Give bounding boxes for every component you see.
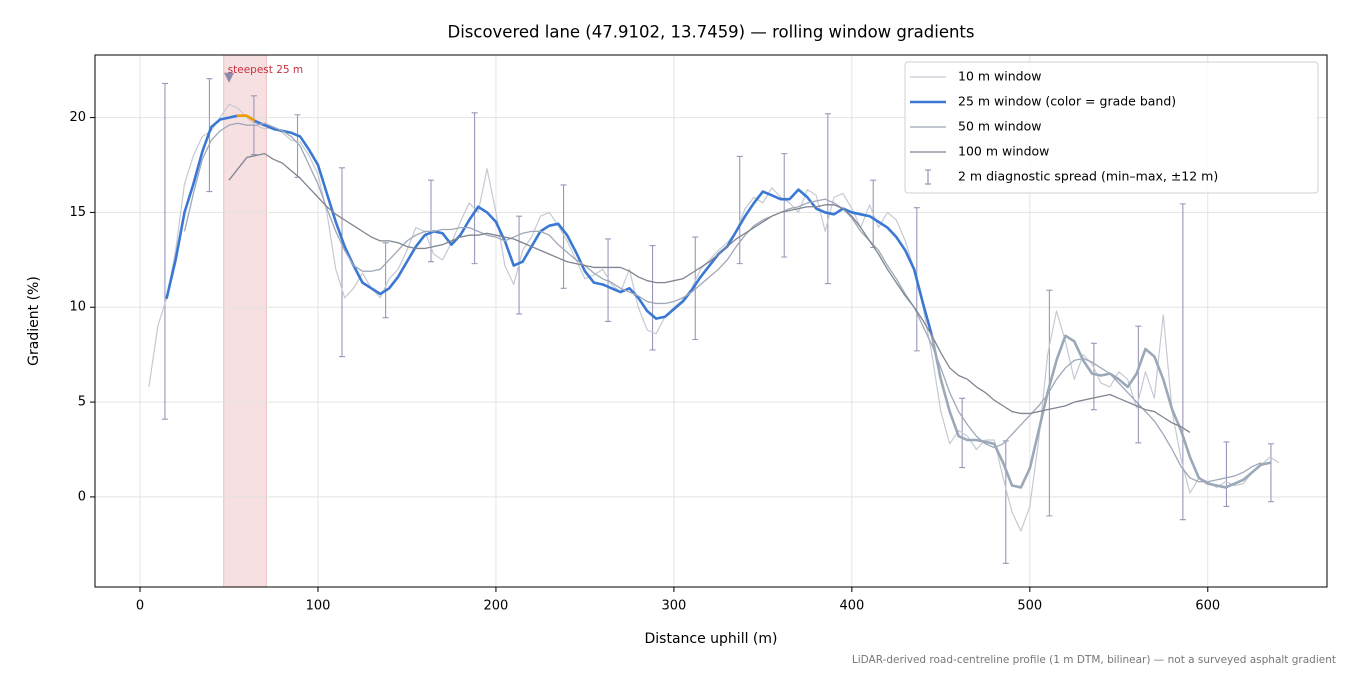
x-tick-label: 600 [1195,599,1220,614]
error-bar [1090,342,1097,411]
line [148,103,1280,532]
y-tick-label: 10 [69,300,86,315]
error-bar [560,184,567,289]
legend-label: 10 m window [958,69,1041,84]
legend-label: 100 m window [958,144,1049,159]
steepest-label: steepest 25 m [228,64,303,76]
error-bar [382,242,389,319]
x-tick-label: 100 [306,599,331,614]
error-bar [1135,325,1142,444]
y-tick-label: 15 [69,205,86,220]
y-tick-label: 20 [69,110,86,125]
error-bar [605,238,612,323]
y-tick-label: 0 [78,489,86,504]
plot-frame [94,54,1328,588]
x-tick-label: 200 [484,599,509,614]
steepest-band [223,54,267,588]
line-segment [254,120,934,337]
error-bar [649,245,656,351]
x-tick-label: 400 [839,599,864,614]
line-segment [236,114,257,123]
legend-box [904,61,1319,194]
legend-label: 2 m diagnostic spread (min–max, ±12 m) [958,169,1218,184]
error-bar [1267,443,1274,503]
line [183,122,1262,483]
error-bar [1002,440,1009,564]
x-tick-label: 500 [1017,599,1042,614]
footnote: LiDAR-derived road-centreline profile (1… [852,654,1336,666]
error-bar [1046,289,1053,517]
x-tick-label: 0 [136,599,144,614]
x-axis-label: Distance uphill (m) [645,631,778,647]
error-bar [427,179,434,263]
error-bar [736,155,743,265]
error-bar [471,112,478,265]
y-axis-label: Gradient (%) [26,276,42,366]
error-bar [781,153,788,258]
legend-swatch [925,169,931,185]
legend-label: 50 m window [958,119,1041,134]
y-tick-label: 5 [78,395,86,410]
line-segment [930,334,1272,489]
steepest-marker [224,72,235,83]
legend-label: 25 m window (color = grade band) [958,94,1176,109]
line-segment [165,114,240,300]
chart-title: Discovered lane (47.9102, 13.7459) — rol… [447,23,974,42]
x-tick-label: 300 [661,599,686,614]
error-bar [161,82,168,420]
error-bar [339,167,346,358]
error-bar [824,113,831,285]
line [228,152,1191,433]
error-bar [1223,441,1230,507]
